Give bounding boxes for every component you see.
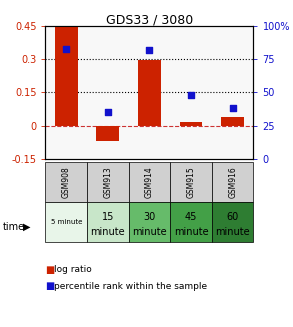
Text: minute: minute — [132, 227, 167, 237]
Bar — [45, 162, 87, 202]
Text: 45: 45 — [185, 212, 197, 222]
Text: ■: ■ — [45, 281, 55, 291]
Bar — [129, 162, 170, 202]
Bar — [45, 202, 87, 242]
Text: ▶: ▶ — [23, 222, 30, 232]
Text: GSM914: GSM914 — [145, 166, 154, 198]
Bar — [138, 60, 161, 126]
Text: GSM915: GSM915 — [187, 166, 195, 198]
Point — [189, 93, 193, 98]
Bar — [96, 126, 119, 141]
Title: GDS33 / 3080: GDS33 / 3080 — [106, 13, 193, 26]
Point — [230, 106, 235, 111]
Bar — [180, 122, 202, 126]
Text: minute: minute — [91, 227, 125, 237]
Bar — [212, 202, 253, 242]
Bar — [87, 162, 129, 202]
Bar — [221, 117, 244, 126]
Text: time: time — [3, 222, 25, 232]
Text: 15: 15 — [102, 212, 114, 222]
Text: minute: minute — [215, 227, 250, 237]
Text: 60: 60 — [226, 212, 239, 222]
Point — [147, 47, 152, 53]
Bar — [129, 202, 170, 242]
Point — [64, 46, 69, 51]
Text: ■: ■ — [45, 265, 55, 275]
Bar — [212, 162, 253, 202]
Text: GSM908: GSM908 — [62, 166, 71, 198]
Point — [105, 110, 110, 115]
Text: GSM916: GSM916 — [228, 166, 237, 198]
Text: log ratio: log ratio — [54, 265, 92, 274]
Bar — [55, 26, 78, 126]
Text: minute: minute — [174, 227, 208, 237]
Bar — [170, 202, 212, 242]
Bar — [87, 202, 129, 242]
Text: GSM913: GSM913 — [103, 166, 112, 198]
Text: 30: 30 — [143, 212, 156, 222]
Bar — [170, 162, 212, 202]
Text: percentile rank within the sample: percentile rank within the sample — [54, 282, 207, 291]
Text: 5 minute: 5 minute — [50, 219, 82, 225]
